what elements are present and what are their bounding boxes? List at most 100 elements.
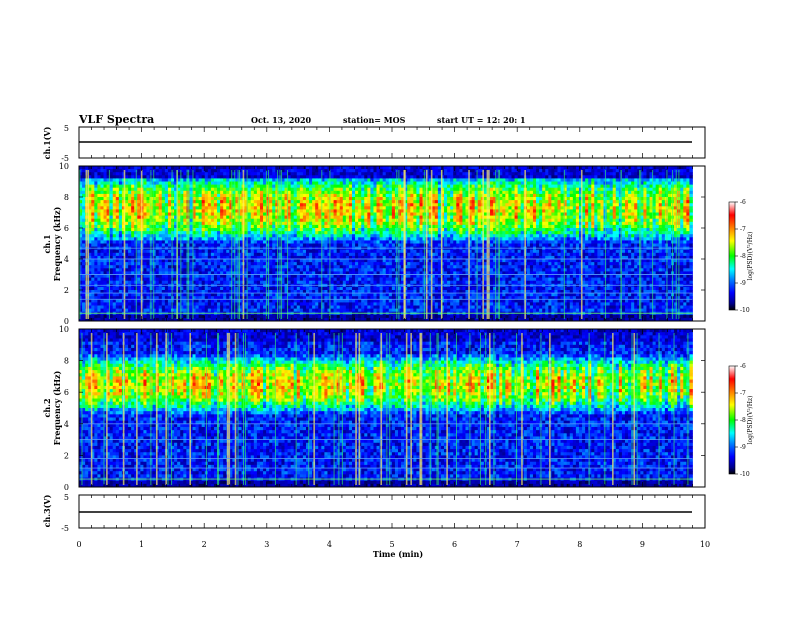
spectrogram-cell — [110, 262, 113, 266]
spectrogram-cell — [254, 169, 257, 173]
spectrogram-cell — [113, 222, 116, 226]
spectrogram-cell — [196, 219, 199, 223]
spectrogram-cell — [340, 200, 343, 204]
spectrogram-cell — [202, 209, 205, 213]
spectrogram-cell — [159, 299, 162, 303]
spectrogram-cell — [309, 203, 312, 207]
spectrogram-cell — [355, 197, 358, 201]
spectrogram-cell — [343, 253, 346, 256]
spectrogram-cell — [367, 234, 370, 238]
spectrogram-cell — [245, 194, 248, 198]
spectrogram-cell — [119, 191, 122, 195]
spectrogram-cell — [229, 275, 232, 279]
spectrogram-cell — [153, 182, 156, 186]
spectrogram-cell — [257, 309, 260, 313]
spectrogram-cell — [269, 309, 272, 313]
spectrogram-cell — [162, 231, 165, 235]
spectrogram-cell — [125, 203, 128, 207]
spectrogram-cell — [171, 268, 174, 272]
spectrogram-cell — [291, 244, 294, 248]
spectrogram-cell — [288, 265, 291, 269]
spectrogram-cell — [168, 219, 171, 223]
spectrogram-cell — [208, 166, 211, 170]
spectrogram-cell — [165, 194, 168, 198]
spectrogram-cell — [346, 309, 349, 313]
spectrogram-cell — [116, 265, 119, 269]
spectrogram-cell — [119, 262, 122, 266]
spectrogram-cell — [312, 185, 315, 189]
spectrogram-cell — [97, 225, 100, 229]
spectrogram-cell — [318, 166, 321, 170]
spectrogram-cell — [251, 228, 254, 232]
spectrogram-cell — [223, 240, 226, 244]
spectrogram-cell — [248, 175, 251, 179]
spectrogram-cell — [288, 250, 291, 254]
spectrogram-cell — [196, 200, 199, 204]
spectrogram-cell — [248, 191, 251, 195]
spectrogram-cell — [367, 175, 370, 179]
spectrogram-cell — [229, 234, 232, 238]
spectrogram-cell — [337, 213, 340, 217]
spectrogram-cell — [128, 225, 131, 229]
spectrogram-cell — [346, 278, 349, 282]
spectrogram-cell — [257, 209, 260, 213]
spectrogram-cell — [131, 169, 134, 173]
spectrogram-cell — [340, 278, 343, 282]
spectrogram-cell — [211, 203, 214, 207]
spectrogram-cell — [113, 237, 116, 241]
spectrogram-cell — [315, 309, 318, 313]
spectrogram-cell — [214, 222, 217, 226]
spectrogram-cell — [327, 275, 330, 279]
spectrogram-cell — [97, 197, 100, 201]
spectrogram-cell — [251, 213, 254, 217]
spectrogram-cell — [211, 166, 214, 170]
spectrogram-cell — [131, 172, 134, 176]
spectrogram-cell — [272, 200, 275, 204]
spectrogram-cell — [343, 240, 346, 244]
spectrogram-cell — [146, 275, 149, 279]
spectrogram-cell — [232, 259, 235, 263]
spectrogram-cell — [367, 306, 370, 310]
spectrogram-cell — [309, 299, 312, 303]
spectrogram-cell — [327, 197, 330, 201]
spectrogram-cell — [214, 200, 217, 204]
spectrogram-cell — [202, 172, 205, 176]
spectrogram-cell — [143, 234, 146, 238]
spectrogram-cell — [306, 225, 309, 229]
spectrogram-cell — [97, 172, 100, 176]
spectrogram-cell — [352, 259, 355, 263]
spectrogram-cell — [275, 278, 278, 282]
spectrogram-cell — [318, 194, 321, 198]
spectrogram-cell — [260, 175, 263, 179]
spectrogram-cell — [355, 259, 358, 263]
spectrogram-cell — [327, 259, 330, 263]
spectrogram-cell — [260, 278, 263, 282]
spectrogram-cell — [226, 169, 229, 173]
spectrogram-cell — [220, 234, 223, 238]
spectrogram-cell — [156, 275, 159, 279]
spectrogram-cell — [312, 259, 315, 263]
spectrogram-cell — [367, 293, 370, 297]
spectrogram-cell — [168, 182, 171, 186]
spectrogram-cell — [159, 178, 162, 182]
spectrogram-cell — [306, 253, 309, 256]
spectrogram-cell — [146, 268, 149, 272]
spectrogram-cell — [202, 175, 205, 179]
spectrogram-cell — [199, 228, 202, 232]
spectrogram-cell — [168, 188, 171, 192]
spectrogram-cell — [137, 237, 140, 241]
spectrogram-cell — [217, 293, 220, 297]
spectrogram-cell — [275, 209, 278, 213]
spectrogram-cell — [100, 309, 103, 313]
spectrogram-cell — [377, 194, 380, 198]
spectrogram-cell — [116, 225, 119, 229]
spectrogram-cell — [110, 213, 113, 217]
spectrogram-cell — [334, 250, 337, 254]
spectrogram-cell — [254, 228, 257, 232]
spectrogram-cell — [104, 182, 107, 186]
spectrogram-cell — [131, 250, 134, 254]
spectrogram-cell — [110, 287, 113, 291]
spectrogram-cell — [343, 234, 346, 238]
spectrogram-cell — [156, 178, 159, 182]
spectrogram-cell — [361, 250, 364, 254]
